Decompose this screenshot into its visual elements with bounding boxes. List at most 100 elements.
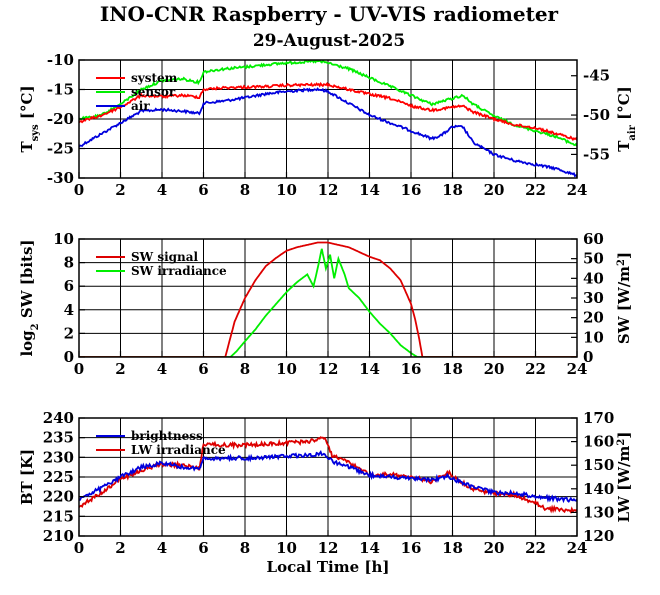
panel3-ytick-left-label: 220 — [43, 488, 74, 506]
panel3-xtick-label: 16 — [401, 539, 422, 557]
panel3-ylabel-right-part: ] — [615, 432, 633, 439]
panel1-series-air — [79, 87, 577, 178]
panel2-xtick-label: 20 — [484, 360, 505, 378]
panel1-xtick-label: 4 — [157, 181, 167, 199]
panel3-ytick-left-label: 240 — [43, 409, 74, 427]
panel2-ytick-left-label: 6 — [64, 277, 74, 295]
panel3-xtick-label: 22 — [525, 539, 546, 557]
panel2-xtick-label: 4 — [157, 360, 167, 378]
panel2-ytick-right-label: 0 — [583, 348, 593, 366]
panel3-ytick-left-label: 230 — [43, 448, 74, 466]
panel1-ytick-right-label: -55 — [583, 145, 610, 163]
panel2-ylabel-left-part: 2 — [30, 323, 41, 330]
panel3-ytick-left-label: 215 — [43, 507, 74, 525]
panel2-ytick-left-label: 8 — [64, 254, 74, 272]
panel3-ylabel-left-part: BT [K] — [18, 449, 36, 505]
panel3-xtick-label: 0 — [74, 539, 84, 557]
panel1-xtick-label: 24 — [567, 181, 588, 199]
panel2-ylabel-right: SW [W/m2] — [615, 252, 633, 344]
panel1-ytick-left-label: -10 — [47, 51, 74, 69]
panel1-xtick-label: 16 — [401, 181, 422, 199]
panel2-ytick-left-label: 2 — [64, 324, 74, 342]
panel2-xtick-label: 16 — [401, 360, 422, 378]
panel2-ylabel-right-part: SW [W/m — [615, 266, 633, 344]
panel2-ylabel-left: log2 SW [bits] — [18, 239, 41, 356]
panel3-xtick-label: 10 — [276, 539, 297, 557]
panel1-xtick-label: 22 — [525, 181, 546, 199]
panel1-ylabel-right-part: T — [615, 140, 633, 152]
panel2-xtick-label: 6 — [198, 360, 208, 378]
panel3-xtick-label: 6 — [198, 539, 208, 557]
panel3-ytick-left-label: 235 — [43, 429, 74, 447]
panel3-xlabel: Local Time [h] — [267, 558, 390, 576]
panel3-ytick-right-label: 170 — [583, 409, 614, 427]
panel2-series-sw-signal — [79, 241, 577, 357]
panel1-legend-label: system — [131, 71, 178, 85]
panel1-ylabel-left-part: sys — [30, 124, 41, 141]
panel3-xtick-label: 18 — [442, 539, 463, 557]
panel1-xtick-label: 18 — [442, 181, 463, 199]
panel2-ytick-left-label: 10 — [53, 230, 74, 248]
panel1-xtick-label: 6 — [198, 181, 208, 199]
panel2-ytick-right-label: 40 — [583, 269, 604, 287]
panel2-legend-label: SW signal — [131, 250, 199, 264]
panel3-ytick-right-label: 160 — [583, 433, 614, 451]
panel3-series-brightness — [79, 449, 577, 504]
panel1-xtick-label: 20 — [484, 181, 505, 199]
panel1-ylabel-right: Tair [°C] — [615, 86, 638, 152]
panel3-ytick-right-label: 130 — [583, 503, 614, 521]
panel3-ytick-right-label: 120 — [583, 527, 614, 545]
panel3-ylabel-left: BT [K] — [18, 449, 36, 505]
panel2-xtick-label: 10 — [276, 360, 297, 378]
chart-title: INO-CNR Raspberry - UV-VIS radiometer — [100, 2, 559, 26]
panel2-ytick-right-label: 50 — [583, 250, 604, 268]
panel2-ylabel-left-part: SW [bits] — [18, 239, 36, 323]
panel3-xtick-label: 8 — [240, 539, 250, 557]
panel2-ylabel-right-part: ] — [615, 252, 633, 259]
panel2-ytick-left-label: 4 — [64, 301, 74, 319]
panel2-ytick-right-label: 30 — [583, 289, 604, 307]
chart-date: 29-August-2025 — [253, 31, 405, 51]
panel3-ytick-left-label: 225 — [43, 468, 74, 486]
panel2-ytick-right-label: 20 — [583, 309, 604, 327]
panel3-xtick-label: 20 — [484, 539, 505, 557]
panel2-legend-label: SW irradiance — [131, 264, 227, 278]
panel2-xtick-label: 12 — [318, 360, 339, 378]
panel1-xtick-label: 14 — [359, 181, 380, 199]
panel1-xtick-label: 10 — [276, 181, 297, 199]
panel1-series-system — [79, 81, 577, 142]
panel3-xtick-label: 14 — [359, 539, 380, 557]
panel3-xtick-label: 2 — [115, 539, 125, 557]
panel1-ytick-left-label: -25 — [47, 140, 74, 158]
panel2-ytick-right-label: 10 — [583, 328, 604, 346]
panel1-ylabel-right-part: [°C] — [615, 86, 633, 125]
panel3-ytick-right-label: 150 — [583, 456, 614, 474]
panel3-ylabel-right-part: LW [W/m — [615, 445, 633, 522]
panel2-xtick-label: 18 — [442, 360, 463, 378]
panel1-ytick-right-label: -45 — [583, 67, 610, 85]
panel3-xtick-label: 4 — [157, 539, 167, 557]
panel1-xtick-label: 12 — [318, 181, 339, 199]
panel2-xtick-label: 8 — [240, 360, 250, 378]
panel1-ylabel-left: Tsys [°C] — [18, 85, 41, 152]
panel2-ylabel-left-part: log — [18, 330, 36, 357]
panel3-legend-label: LW irradiance — [131, 443, 226, 457]
panel3-legend-label: brightness — [131, 429, 203, 443]
panel3-ytick-right-label: 140 — [583, 480, 614, 498]
panel1-ytick-right-label: -50 — [583, 106, 610, 124]
panel1-ytick-left-label: -20 — [47, 110, 74, 128]
panel3-ylabel-right: LW [W/m2] — [615, 432, 633, 523]
panel2-ylabel-right-part: 2 — [616, 259, 627, 266]
panel1-series-sensor — [79, 60, 577, 147]
panel1-ylabel-left-part: T — [18, 141, 36, 153]
panel1-xtick-label: 8 — [240, 181, 250, 199]
panel2-xtick-label: 2 — [115, 360, 125, 378]
panel1-xtick-label: 2 — [115, 181, 125, 199]
panel1-ylabel-left-part: [°C] — [18, 85, 36, 124]
panel2-xtick-label: 0 — [74, 360, 84, 378]
panel1-ylabel-right-part: air — [627, 124, 638, 140]
panel3-xtick-label: 12 — [318, 539, 339, 557]
panel1-legend-label: air — [131, 99, 150, 113]
panel2-xtick-label: 22 — [525, 360, 546, 378]
